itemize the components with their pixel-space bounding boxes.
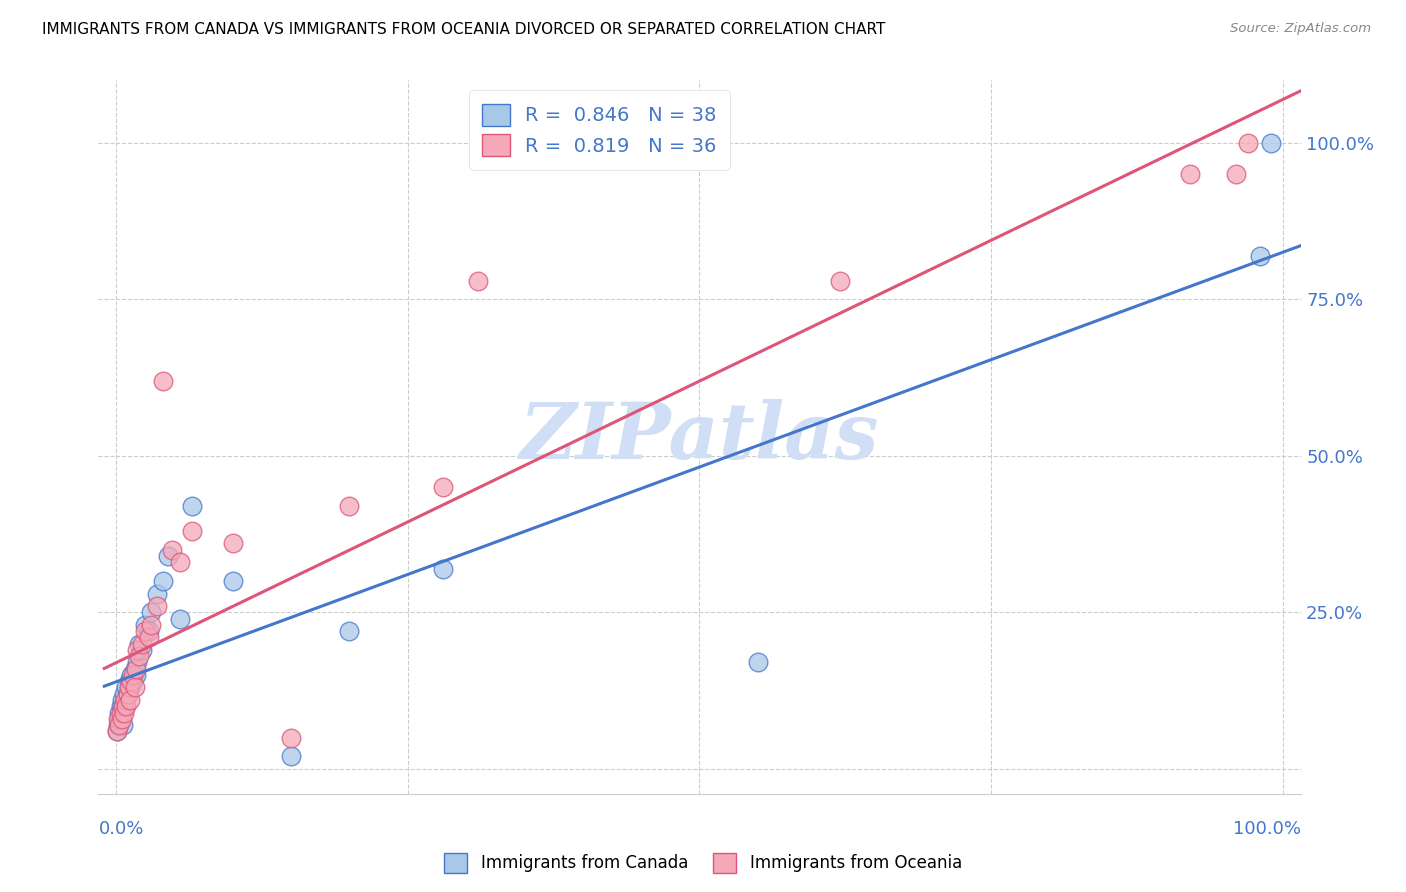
Point — [337, 499, 360, 513]
Point — [117, 687, 139, 701]
Point — [114, 693, 136, 707]
Point — [112, 687, 135, 701]
Point — [180, 524, 202, 538]
Point — [122, 674, 145, 689]
Point — [1225, 167, 1247, 181]
Point — [108, 706, 131, 720]
Point — [110, 712, 132, 726]
Point — [221, 574, 243, 588]
Point — [221, 536, 243, 550]
Point — [138, 624, 160, 639]
Point — [139, 618, 162, 632]
Point — [111, 712, 134, 726]
Point — [118, 693, 141, 707]
Point — [118, 674, 141, 689]
Point — [467, 274, 489, 288]
Point — [134, 618, 156, 632]
Legend: Immigrants from Canada, Immigrants from Oceania: Immigrants from Canada, Immigrants from … — [437, 847, 969, 880]
Point — [115, 681, 138, 695]
Point — [105, 724, 128, 739]
Point — [152, 374, 174, 388]
Point — [105, 724, 128, 739]
Point — [146, 599, 169, 613]
Point — [107, 712, 129, 726]
Text: 0.0%: 0.0% — [98, 820, 143, 838]
Point — [125, 668, 148, 682]
Point — [128, 637, 150, 651]
Point — [152, 574, 174, 588]
Point — [112, 706, 135, 720]
Point — [120, 674, 142, 689]
Point — [169, 555, 191, 569]
Text: IMMIGRANTS FROM CANADA VS IMMIGRANTS FROM OCEANIA DIVORCED OR SEPARATED CORRELAT: IMMIGRANTS FROM CANADA VS IMMIGRANTS FRO… — [42, 22, 886, 37]
Point — [110, 699, 132, 714]
Legend: R =  0.846   N = 38, R =  0.819   N = 36: R = 0.846 N = 38, R = 0.819 N = 36 — [468, 90, 730, 169]
Point — [180, 499, 202, 513]
Point — [125, 656, 148, 670]
Point — [111, 699, 134, 714]
Point — [124, 681, 146, 695]
Point — [118, 681, 141, 695]
Point — [1249, 248, 1271, 262]
Point — [107, 718, 129, 732]
Point — [115, 699, 138, 714]
Point — [146, 586, 169, 600]
Point — [139, 605, 162, 619]
Point — [131, 637, 153, 651]
Point — [1237, 136, 1260, 150]
Point — [111, 706, 134, 720]
Point — [828, 274, 851, 288]
Point — [128, 649, 150, 664]
Point — [432, 480, 454, 494]
Point — [125, 643, 148, 657]
Point — [747, 656, 769, 670]
Point — [118, 681, 141, 695]
Point — [280, 749, 302, 764]
Point — [337, 624, 360, 639]
Point — [138, 631, 160, 645]
Point — [120, 668, 142, 682]
Point — [114, 699, 136, 714]
Point — [169, 612, 191, 626]
Point — [131, 643, 153, 657]
Point — [111, 693, 134, 707]
Point — [108, 712, 131, 726]
Point — [1178, 167, 1201, 181]
Point — [280, 731, 302, 745]
Point — [1260, 136, 1282, 150]
Point — [124, 662, 146, 676]
Point — [111, 718, 134, 732]
Text: Source: ZipAtlas.com: Source: ZipAtlas.com — [1230, 22, 1371, 36]
Point — [111, 699, 134, 714]
Point — [122, 668, 145, 682]
Point — [125, 662, 148, 676]
Point — [157, 549, 180, 563]
Point — [134, 624, 156, 639]
Point — [117, 687, 139, 701]
Text: 100.0%: 100.0% — [1233, 820, 1301, 838]
Point — [160, 542, 183, 557]
Point — [108, 718, 131, 732]
Text: ZIPatlas: ZIPatlas — [520, 399, 879, 475]
Point — [432, 561, 454, 575]
Point — [110, 706, 132, 720]
